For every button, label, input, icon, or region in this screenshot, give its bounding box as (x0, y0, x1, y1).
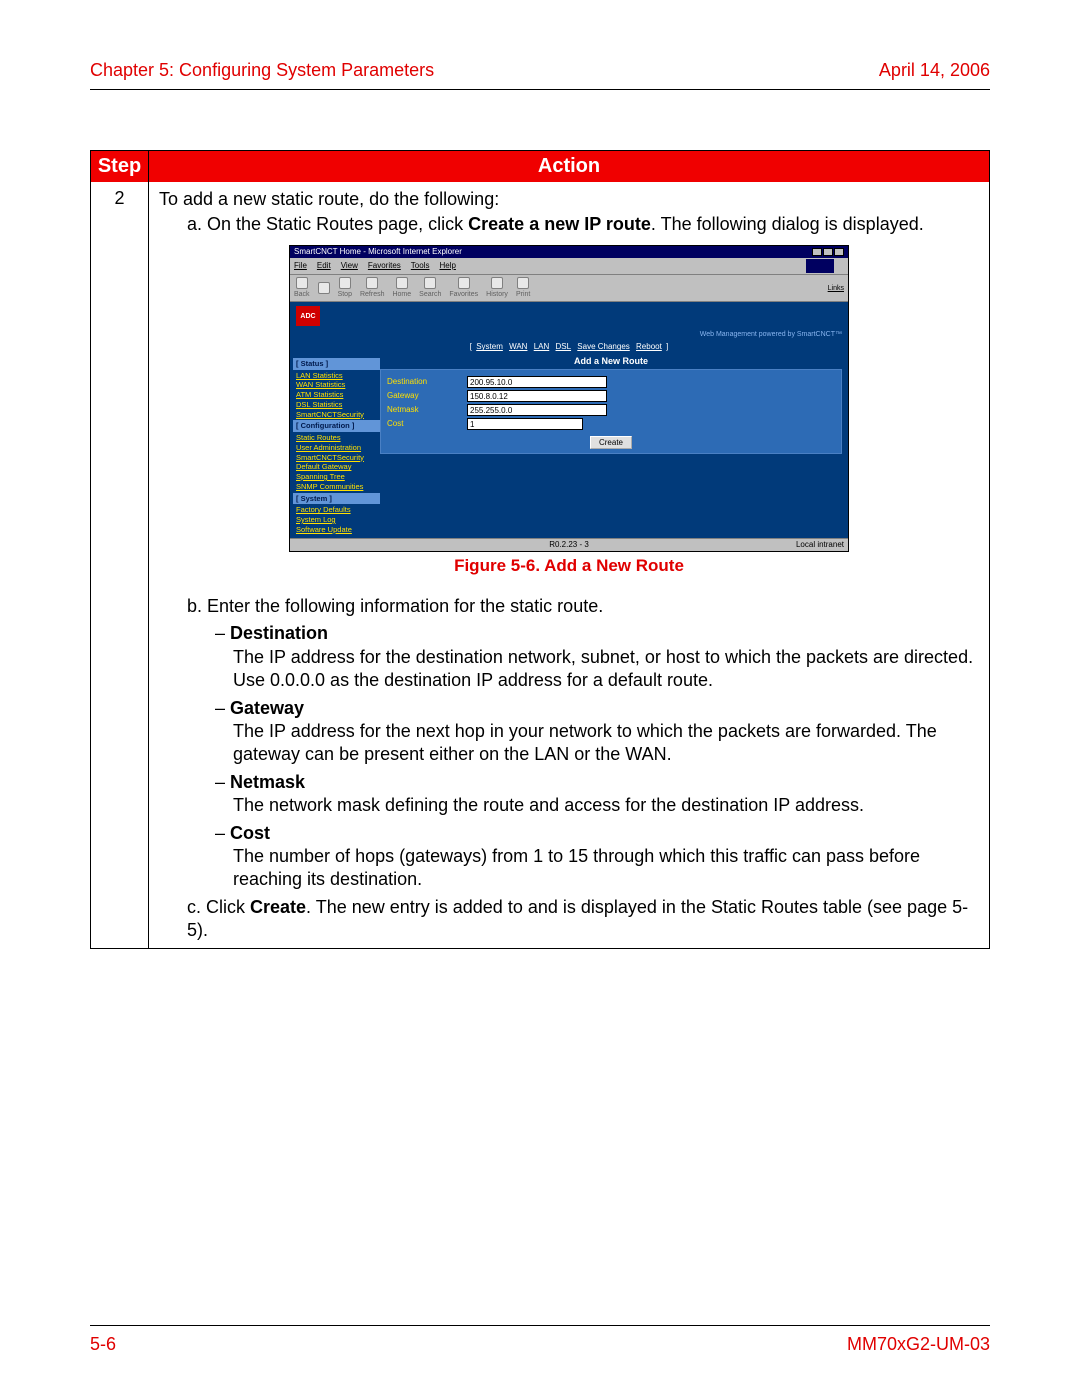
sidebar-head-config: [ Configuration ] (293, 420, 380, 432)
sidebar-item[interactable]: Software Update (293, 525, 380, 535)
intro-text: To add a new static route, do the follow… (159, 188, 979, 211)
main-panel: Add a New Route Destination Gateway Netm… (380, 354, 848, 538)
def-destination: – Destination (215, 622, 979, 645)
status-bar: R0.2.23 - 3 Local intranet (290, 538, 848, 551)
sidebar-item[interactable]: User Administration (293, 443, 380, 453)
step-number: 2 (91, 182, 149, 948)
page-header: Chapter 5: Configuring System Parameters… (90, 60, 990, 90)
sidebar-item[interactable]: System Log (293, 515, 380, 525)
steps-table: Step Action 2 To add a new static route,… (90, 150, 990, 949)
col-action: Action (149, 151, 989, 182)
table-row: 2 To add a new static route, do the foll… (91, 182, 989, 948)
sidebar-head-status: [ Status ] (293, 358, 380, 370)
gateway-input[interactable] (467, 390, 607, 402)
sidebar-item[interactable]: Factory Defaults (293, 505, 380, 515)
top-nav: [ System WAN LAN DSL Save Changes Reboot… (290, 341, 848, 353)
col-step: Step (91, 151, 149, 182)
page-content: ADC Web Management powered by SmartCNCT™… (290, 302, 848, 537)
favorites-button[interactable]: Favorites (449, 277, 478, 299)
sidebar-item[interactable]: Static Routes (293, 433, 380, 443)
def-destination-desc: The IP address for the destination netwo… (233, 646, 979, 693)
figure-caption: Figure 5-6. Add a New Route (159, 555, 979, 577)
history-button[interactable]: History (486, 277, 508, 299)
menu-view[interactable]: View (341, 261, 358, 271)
nav-save[interactable]: Save Changes (577, 342, 629, 351)
sidebar-item[interactable]: ATM Statistics (293, 390, 380, 400)
menu-edit[interactable]: Edit (317, 261, 331, 271)
sidebar-item[interactable]: SNMP Communities (293, 482, 380, 492)
print-button[interactable]: Print (516, 277, 530, 299)
back-button[interactable]: Back (294, 277, 310, 299)
nav-wan[interactable]: WAN (509, 342, 527, 351)
refresh-button[interactable]: Refresh (360, 277, 385, 299)
table-header: Step Action (91, 151, 989, 182)
nav-dsl[interactable]: DSL (556, 342, 572, 351)
netmask-input[interactable] (467, 404, 607, 416)
step-c: c. Click Create. The new entry is added … (187, 896, 979, 943)
toolbar: Back Stop Refresh Home Search Favorites … (290, 274, 848, 302)
sidebar-item[interactable]: SmartCNCTSecurity (293, 453, 380, 463)
action-cell: To add a new static route, do the follow… (149, 182, 989, 948)
route-form: Destination Gateway Netmask Cost Create (380, 369, 842, 454)
menu-favorites[interactable]: Favorites (368, 261, 401, 271)
menu-file[interactable]: File (294, 261, 307, 271)
def-cost-desc: The number of hops (gateways) from 1 to … (233, 845, 979, 892)
stop-button[interactable]: Stop (338, 277, 352, 299)
nav-lan[interactable]: LAN (534, 342, 550, 351)
create-button[interactable]: Create (590, 436, 632, 449)
close-icon[interactable] (834, 248, 844, 256)
sidebar-item[interactable]: SmartCNCTSecurity (293, 410, 380, 420)
adc-logo: ADC (296, 306, 320, 326)
window-title: SmartCNCT Home - Microsoft Internet Expl… (294, 247, 462, 257)
home-button[interactable]: Home (392, 277, 411, 299)
def-gateway-desc: The IP address for the next hop in your … (233, 720, 979, 767)
maximize-icon[interactable] (823, 248, 833, 256)
forward-button[interactable] (318, 282, 330, 295)
def-netmask-desc: The network mask defining the route and … (233, 794, 979, 817)
step-b: b. Enter the following information for t… (187, 595, 979, 618)
minimize-icon[interactable] (812, 248, 822, 256)
def-gateway: – Gateway (215, 697, 979, 720)
sidebar-item[interactable]: Spanning Tree (293, 472, 380, 482)
menu-help[interactable]: Help (439, 261, 455, 271)
panel-title: Add a New Route (380, 354, 842, 370)
netmask-label: Netmask (387, 405, 467, 415)
status-version: R0.2.23 - 3 (549, 540, 589, 550)
sidebar: [ Status ] LAN Statistics WAN Statistics… (290, 354, 380, 538)
powered-by: Web Management powered by SmartCNCT™ (290, 330, 848, 341)
cost-label: Cost (387, 419, 467, 429)
def-cost: – Cost (215, 822, 979, 845)
cost-input[interactable] (467, 418, 583, 430)
page-number: 5-6 (90, 1334, 116, 1355)
sidebar-item[interactable]: DSL Statistics (293, 400, 380, 410)
sidebar-item[interactable]: LAN Statistics (293, 371, 380, 381)
page-footer: 5-6 MM70xG2-UM-03 (90, 1325, 990, 1355)
search-button[interactable]: Search (419, 277, 441, 299)
status-zone: Local intranet (796, 540, 844, 550)
status-left (294, 540, 296, 550)
ie-logo-icon (806, 259, 834, 273)
links-label[interactable]: Links (828, 284, 844, 293)
sidebar-item[interactable]: Default Gateway (293, 462, 380, 472)
destination-input[interactable] (467, 376, 607, 388)
menu-tools[interactable]: Tools (411, 261, 430, 271)
window-titlebar: SmartCNCT Home - Microsoft Internet Expl… (290, 246, 848, 258)
chapter-title: Chapter 5: Configuring System Parameters (90, 60, 434, 81)
def-netmask: – Netmask (215, 771, 979, 794)
nav-system[interactable]: System (476, 342, 503, 351)
nav-reboot[interactable]: Reboot (636, 342, 662, 351)
step-a: a. On the Static Routes page, click Crea… (187, 213, 979, 236)
doc-id: MM70xG2-UM-03 (847, 1334, 990, 1355)
sidebar-head-system: [ System ] (293, 493, 380, 505)
browser-screenshot: SmartCNCT Home - Microsoft Internet Expl… (289, 245, 849, 552)
sidebar-item[interactable]: WAN Statistics (293, 380, 380, 390)
gateway-label: Gateway (387, 391, 467, 401)
page-date: April 14, 2006 (879, 60, 990, 81)
window-controls (812, 248, 844, 256)
destination-label: Destination (387, 377, 467, 387)
menu-bar: File Edit View Favorites Tools Help (290, 258, 848, 274)
